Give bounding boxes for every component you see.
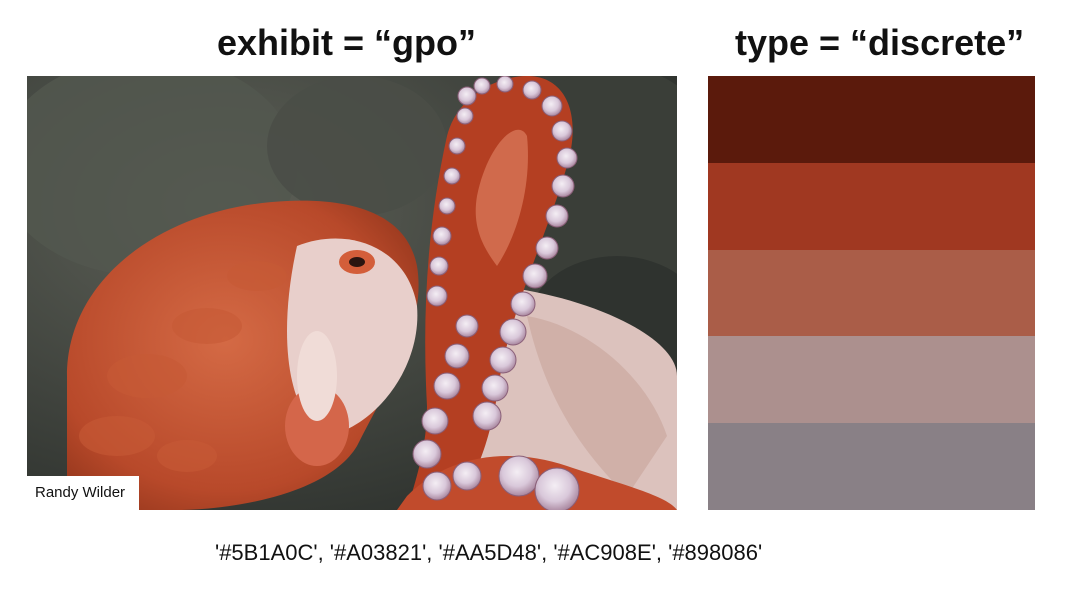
palette-swatch-3 [708, 249, 1035, 337]
octopus-photo: Randy Wilder [27, 76, 677, 510]
hex-code-list: '#5B1A0C', '#A03821', '#AA5D48', '#AC908… [215, 540, 763, 565]
exhibit-title: exhibit = “gpo” [217, 22, 477, 63]
palette-swatch-4 [708, 336, 1035, 424]
palette-swatch-5 [708, 423, 1035, 510]
color-palette [708, 76, 1035, 510]
type-title: type = “discrete” [735, 22, 1025, 63]
photo-credit: Randy Wilder [27, 476, 140, 510]
palette-swatch-2 [708, 162, 1035, 250]
palette-swatch-1 [708, 76, 1035, 163]
